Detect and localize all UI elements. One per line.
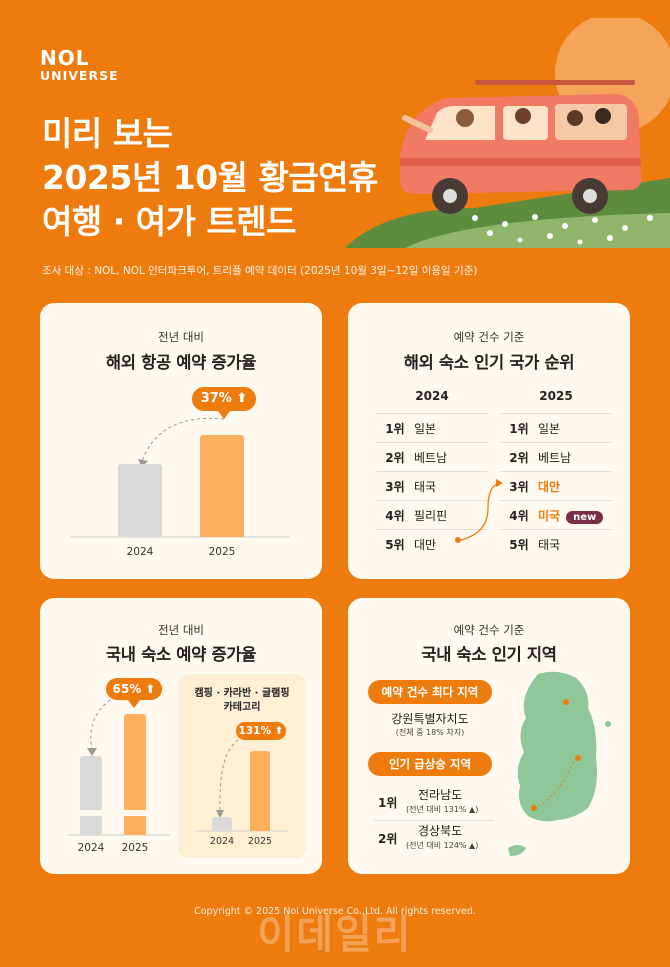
x-label-2025: 2025 [208, 546, 236, 558]
rank-row: 4위 미국 new [500, 500, 612, 529]
rising-rank: 1위 [378, 796, 398, 810]
increase-value: 37% [200, 391, 232, 406]
brand-line1: NOL [40, 46, 90, 70]
source-note: 조사 대상 : NOL, NOL 인터파크투어, 트리플 예약 데이터 (202… [42, 265, 478, 277]
card-domestic-accommodation: 전년 대비 국내 숙소 예약 증가율 65% ⬆ 2024 2025 캠핑 · … [40, 598, 322, 874]
category-title-1: 캠핑 · 카라반 · 글램핑 [194, 688, 290, 699]
top-region-label: 예약 건수 최다 지역 [368, 680, 492, 704]
x-label-2024: 2024 [126, 546, 154, 558]
rising-row-2: 2위 경상북도 (전년 대비 124% ▲) [374, 820, 494, 856]
card-domestic-regions: 예약 건수 기준 국내 숙소 인기 지역 예약 건수 최다 지역 강원특별자치도… [348, 598, 630, 874]
card-overseas-ranking: 예약 건수 기준 해외 숙소 인기 국가 순위 2024 1위 일본 2위 베트남 … [348, 303, 630, 579]
up-arrow-icon: ⬆ [145, 682, 156, 696]
top-region-name: 강원특별자치도 [391, 712, 469, 726]
inner-x-label-2024: 2024 [209, 836, 235, 847]
rank-row: 2위 베트남 [376, 442, 488, 471]
card-overseas-flight: 전년 대비 해외 항공 예약 증가율 37% ⬆ 2024 2025 [40, 303, 322, 579]
van-illustration [345, 18, 670, 248]
x-label-2024: 2024 [77, 842, 105, 854]
inner-bar-2024 [212, 817, 232, 831]
rank-row: 2위 베트남 [500, 442, 612, 471]
top-region-note: (전체 중 18% 차지) [395, 728, 465, 737]
curved-arrow-icon [68, 699, 170, 836]
card-heading: 해외 항공 예약 증가율 [105, 353, 257, 372]
rank-row: 1위 일본 [500, 413, 612, 442]
x-label-2025: 2025 [121, 842, 149, 854]
card-subtitle: 전년 대비 [158, 623, 204, 637]
bar-2024 [80, 756, 102, 835]
inner-bar-2025 [250, 751, 270, 831]
brand-line2: UNIVERSE [40, 68, 119, 83]
rising-region-name: 경상북도 [418, 824, 463, 838]
rank-row: 5위 대만 [376, 529, 488, 558]
rising-region-note: (전년 대비 124% ▲) [406, 841, 479, 850]
title-line2: 2025년 10월 황금연휴 [42, 158, 378, 197]
inner-increase-badge: 131% ⬆ [236, 722, 286, 740]
up-arrow-icon: ⬆ [274, 725, 284, 737]
card-subtitle: 예약 건수 기준 [453, 623, 525, 637]
rank-row: 3위 대만 [500, 471, 612, 500]
rank-row: 4위 필리핀 [376, 500, 488, 529]
rising-row-1: 1위 전라남도 (전년 대비 131% ▲) [374, 784, 494, 821]
bar-2025 [200, 435, 244, 537]
bar-2025 [124, 714, 146, 835]
rank-row: 5위 태국 [500, 529, 612, 558]
camping-category-box: 캠핑 · 카라반 · 글램핑 카테고리 131% ⬆ 2024 2025 [178, 674, 306, 858]
year-2025: 2025 [539, 389, 573, 403]
card-subtitle: 예약 건수 기준 [453, 330, 525, 344]
increase-badge: 37% ⬆ [192, 387, 256, 411]
increase-value: 65% [112, 682, 142, 696]
rank-row: 1위 일본 [376, 413, 488, 442]
ranking-2025: 2025 1위 일본 2위 베트남 3위 대만 4위 미국 new 5위 태국 [500, 389, 612, 558]
bar-break [78, 810, 148, 816]
watermark: 이데일리 [257, 912, 413, 958]
new-badge: new [566, 510, 604, 524]
card-heading: 국내 숙소 예약 증가율 [105, 645, 257, 664]
brand-logo: NOL UNIVERSE [40, 48, 119, 83]
category-title-2: 카테고리 [223, 702, 261, 713]
curved-arrow-icon [70, 411, 290, 538]
increase-badge: 65% ⬆ [106, 678, 162, 700]
up-arrow-icon: ⬆ [236, 391, 248, 406]
year-2024: 2024 [415, 389, 449, 403]
card-heading: 국내 숙소 인기 지역 [421, 645, 557, 664]
rising-region-name: 전라남도 [418, 788, 463, 802]
korea-map [508, 671, 611, 856]
rising-region-label: 인기 급상승 지역 [368, 752, 492, 776]
curved-arrow-icon [196, 739, 288, 832]
title-line3: 여행 · 여가 트렌드 [42, 202, 297, 241]
rank-row: 3위 태국 [376, 471, 488, 500]
title-line1: 미리 보는 [42, 114, 173, 153]
card-subtitle: 전년 대비 [158, 330, 204, 344]
card-heading: 해외 숙소 인기 국가 순위 [403, 353, 575, 372]
inner-increase-value: 131% [238, 725, 271, 737]
bar-2024 [118, 464, 162, 537]
copyright: Copyright © 2025 Nol Universe Co.,Ltd. A… [194, 906, 476, 917]
ranking-2024: 2024 1위 일본 2위 베트남 3위 태국 4위 필리핀 5위 대만 [376, 389, 488, 558]
rising-region-note: (전년 대비 131% ▲) [406, 805, 479, 814]
page-title: 미리 보는 2025년 10월 황금연휴 여행 · 여가 트렌드 [42, 112, 378, 244]
curved-arrow-icon [455, 479, 503, 543]
rising-rank: 2위 [378, 832, 398, 846]
inner-x-label-2025: 2025 [247, 836, 273, 847]
